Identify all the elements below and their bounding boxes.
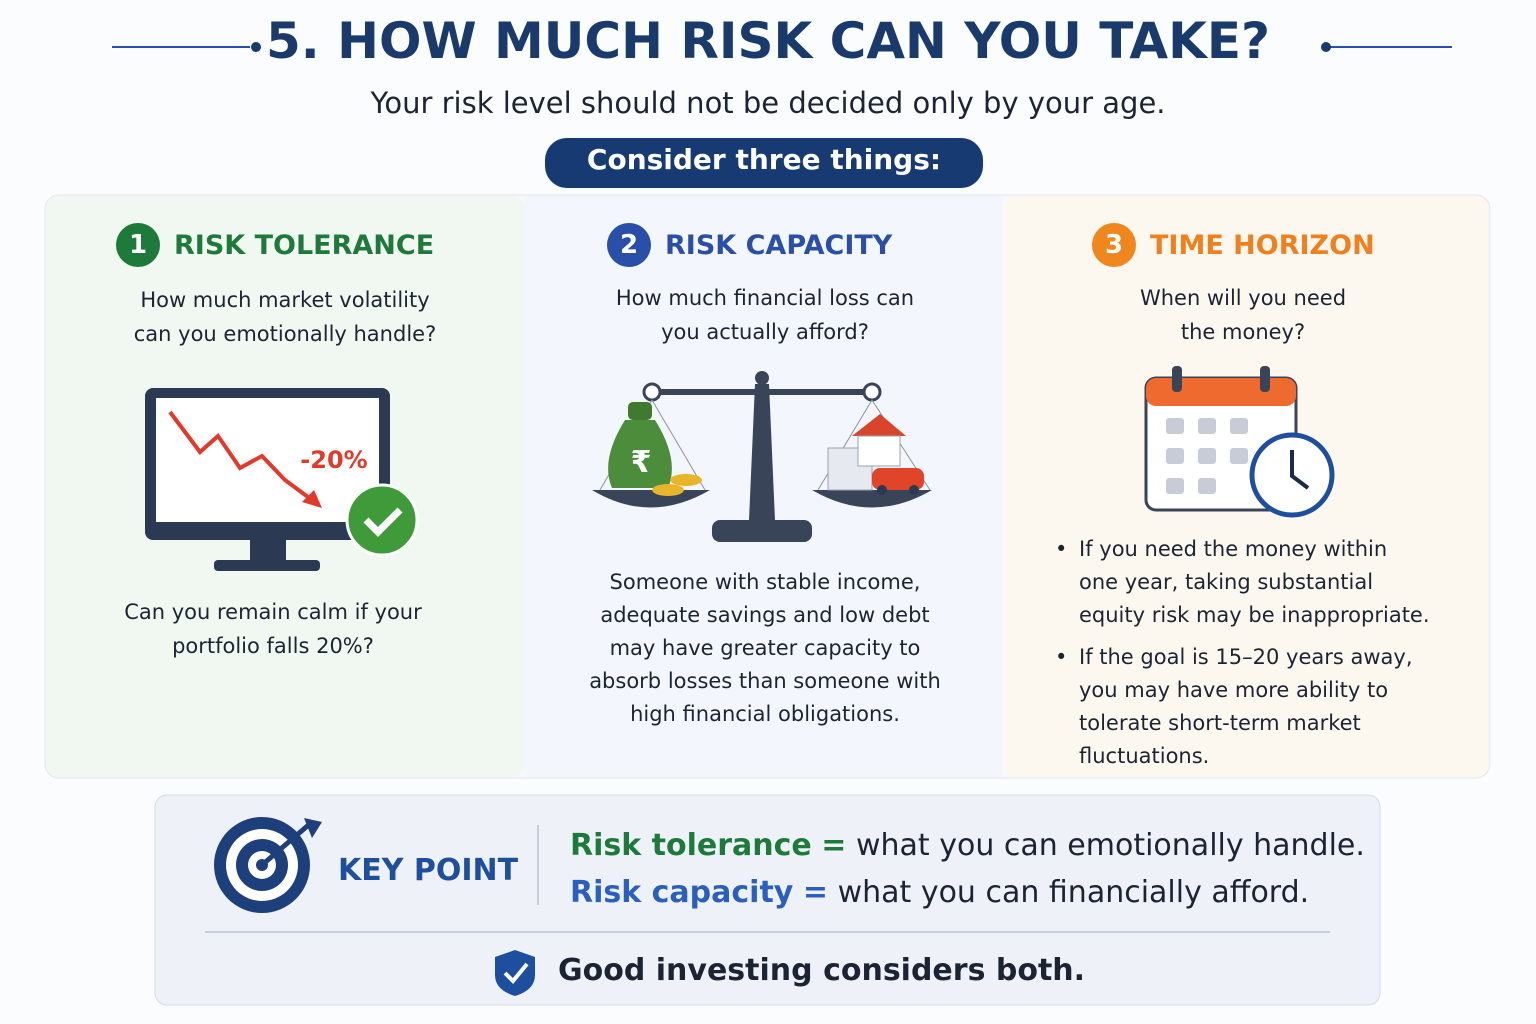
target-icon	[214, 817, 322, 913]
column-title: 2 RISK CAPACITY	[607, 223, 892, 267]
definition: what you can emotionally handle.	[855, 828, 1365, 863]
line: you actually afford?	[661, 320, 869, 344]
line: you may have more ability to	[1079, 678, 1389, 702]
sep: =	[802, 875, 829, 910]
number-badge: 3	[1092, 223, 1136, 267]
line: can you emotionally handle?	[133, 322, 437, 346]
line: high financial obligations.	[630, 702, 900, 726]
question: How much market volatility can you emoti…	[45, 283, 525, 351]
question: How much financial loss can you actually…	[525, 281, 1005, 349]
definition: what you can financially afford.	[837, 875, 1310, 910]
line: If you need the money within	[1079, 537, 1388, 561]
text: Someone with stable income, adequate sav…	[525, 566, 1005, 731]
column-title: 1 RISK TOLERANCE	[116, 223, 434, 267]
line: How much market volatility	[140, 288, 430, 312]
title: 5. HOW MUCH RISK CAN YOU TAKE?	[265, 12, 1271, 70]
badge: Consider three things:	[586, 143, 942, 176]
shield-icon	[495, 950, 535, 996]
text: Can you remain calm if your portfolio fa…	[33, 595, 513, 663]
number-badge: 1	[116, 223, 160, 267]
line: may have greater capacity to	[609, 636, 921, 660]
line: portfolio falls 20%?	[172, 634, 374, 658]
line: fluctuations.	[1079, 744, 1210, 768]
line: one year, taking substantial	[1079, 570, 1374, 594]
bullet: • If you need the money within one year,…	[1055, 533, 1485, 632]
title-text: RISK TOLERANCE	[174, 229, 435, 261]
footer: Good investing considers both.	[558, 953, 1086, 988]
line: Someone with stable income,	[609, 570, 921, 594]
title-text: RISK CAPACITY	[665, 229, 893, 261]
line: If the goal is 15–20 years away,	[1079, 645, 1413, 669]
illustration-label: -20%	[300, 446, 367, 474]
line: tolerate short-term market	[1079, 711, 1361, 735]
line: the money?	[1180, 320, 1306, 344]
column-title: 3 TIME HORIZON	[1092, 223, 1375, 267]
line: Can you remain calm if your	[124, 600, 422, 624]
bullet-dot: •	[1055, 645, 1068, 669]
key-box	[154, 794, 1381, 1006]
shield-check	[503, 962, 529, 984]
line: adequate savings and low debt	[600, 603, 930, 627]
scale-icon: ₹	[592, 371, 932, 542]
line: equity risk may be inappropriate.	[1079, 603, 1430, 627]
title-text: TIME HORIZON	[1150, 229, 1375, 261]
key-line: Risk tolerance = what you can emotionall…	[570, 822, 1365, 869]
bullet-dot: •	[1055, 537, 1068, 561]
bullets: • If you need the money within one year,…	[1055, 533, 1485, 773]
key-lines: Risk tolerance = what you can emotionall…	[570, 822, 1365, 916]
badge-bg	[545, 138, 983, 188]
question: When will you need the money?	[1003, 281, 1483, 349]
key-line: Risk capacity = what you can financially…	[570, 869, 1365, 916]
line: When will you need	[1139, 286, 1347, 310]
bullet: • If the goal is 15–20 years away, you m…	[1055, 641, 1485, 773]
dot	[251, 42, 261, 52]
number-badge: 2	[607, 223, 651, 267]
line: absorb losses than someone with	[589, 669, 941, 693]
line: How much financial loss can	[615, 286, 915, 310]
monitor-icon: -20%	[145, 388, 419, 571]
term: Risk tolerance	[570, 828, 812, 863]
dot	[1321, 42, 1331, 52]
currency-symbol: ₹	[631, 445, 652, 480]
sep: =	[821, 828, 847, 863]
calendar-icon	[1144, 366, 1335, 518]
subtitle: Your risk level should not be decided on…	[370, 86, 1166, 120]
term: Risk capacity	[570, 875, 794, 910]
key-label: KEY POINT	[338, 853, 519, 888]
